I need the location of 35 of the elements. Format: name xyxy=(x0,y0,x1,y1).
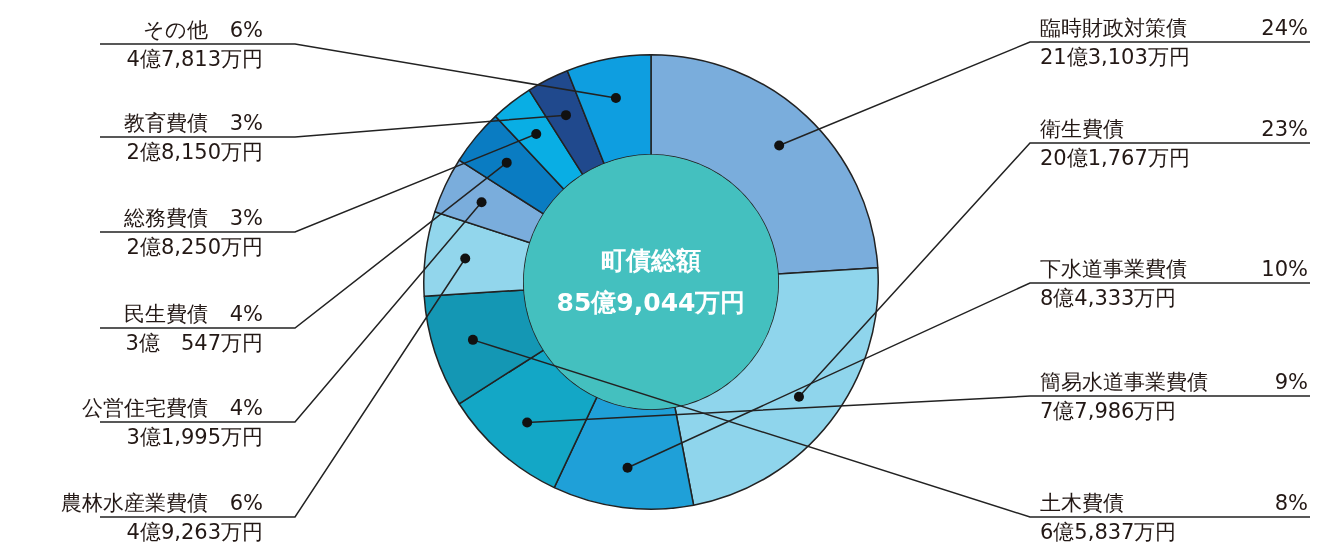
data-label: 23% xyxy=(1261,117,1308,141)
text: 8億4,333万円 xyxy=(1040,286,1177,310)
data-label: 3% xyxy=(229,111,263,135)
slice-label: その他 xyxy=(142,18,208,42)
slice-label: 教育費債 xyxy=(123,111,208,135)
slice-label: 民生費債 xyxy=(123,302,208,326)
data-label: 4% xyxy=(229,302,263,326)
data-label: 8% xyxy=(1274,491,1308,515)
slice-label: 公営住宅費債 xyxy=(81,396,208,420)
text: 6億5,837万円 xyxy=(1040,520,1177,544)
text: 3億 547万円 xyxy=(125,331,263,355)
text: 4億9,263万円 xyxy=(126,520,263,544)
text: 3億1,995万円 xyxy=(126,425,263,449)
text: 4億7,813万円 xyxy=(126,47,263,71)
text: 85億9,044万円 xyxy=(556,287,746,317)
text: 21億3,103万円 xyxy=(1040,45,1190,69)
slice-label: 土木費債 xyxy=(1040,491,1124,515)
text: 20億1,767万円 xyxy=(1040,146,1190,170)
text: 2億8,250万円 xyxy=(126,235,263,259)
slice-label: 総務費債 xyxy=(122,206,208,230)
data-label: 9% xyxy=(1274,370,1308,394)
slice-label: 衛生費債 xyxy=(1040,117,1124,141)
text: 2億8,150万円 xyxy=(126,140,263,164)
data-label: 6% xyxy=(229,18,263,42)
data-label: 6% xyxy=(229,491,263,515)
data-label: 3% xyxy=(229,206,263,230)
data-label: 24% xyxy=(1261,16,1308,40)
slice-label: 臨時財政対策債 xyxy=(1040,16,1187,40)
slice-label: 農林水産業費債 xyxy=(60,491,208,515)
data-label: 4% xyxy=(229,396,263,420)
text: 7億7,986万円 xyxy=(1040,399,1177,423)
slice-label: 簡易水道事業費債 xyxy=(1040,370,1208,394)
data-label: 10% xyxy=(1261,257,1308,281)
slice-label: 下水道事業費債 xyxy=(1040,257,1187,281)
text: 町債総額 xyxy=(601,245,701,275)
